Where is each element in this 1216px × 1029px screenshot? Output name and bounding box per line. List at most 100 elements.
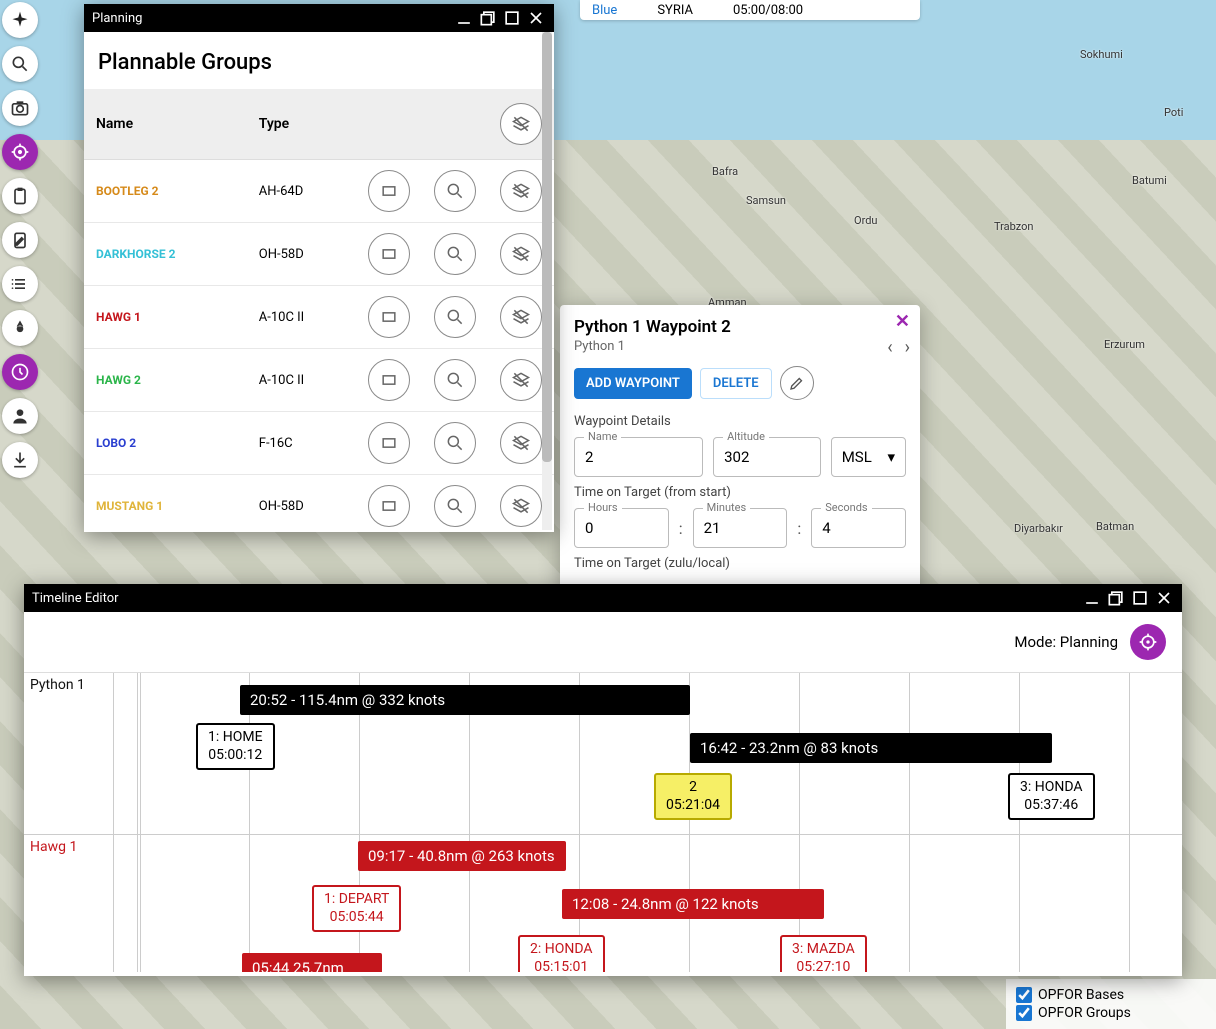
timeline-target-button[interactable] — [1130, 624, 1166, 660]
camera-icon[interactable] — [2, 90, 38, 126]
close-icon[interactable] — [1154, 588, 1174, 608]
delete-waypoint-button[interactable]: DELETE — [700, 368, 772, 399]
minimize-icon[interactable] — [454, 8, 474, 28]
minutes-field[interactable] — [693, 508, 788, 548]
frame-icon[interactable] — [368, 422, 410, 464]
minutes-label: Minutes — [703, 501, 751, 514]
checkbox[interactable] — [1016, 1005, 1032, 1021]
group-name[interactable]: HAWG 2 — [84, 349, 247, 412]
leg-bar[interactable]: 12:08 - 24.8nm @ 122 knots — [562, 889, 824, 919]
list-icon[interactable] — [2, 266, 38, 302]
layers-off-icon[interactable] — [500, 485, 542, 527]
group-type: A-10C II — [247, 349, 356, 412]
ordnance-icon[interactable] — [2, 310, 38, 346]
waypoint-node-label: 3: HONDA — [1020, 779, 1083, 797]
leg-bar[interactable]: 09:17 - 40.8nm @ 263 knots — [358, 841, 566, 871]
frame-icon[interactable] — [368, 485, 410, 527]
scrollbar-thumb[interactable] — [542, 32, 552, 462]
close-icon[interactable] — [526, 8, 546, 28]
aircraft-icon[interactable] — [2, 2, 38, 38]
prev-waypoint-icon[interactable]: ‹ — [887, 337, 892, 358]
zoom-icon[interactable] — [434, 485, 476, 527]
timeline-window-title: Timeline Editor — [32, 591, 119, 606]
zoom-icon[interactable] — [434, 233, 476, 275]
maximize-icon[interactable] — [502, 8, 522, 28]
search-icon[interactable] — [2, 46, 38, 82]
group-type: F-16C — [247, 412, 356, 475]
layer-label: OPFOR Groups — [1038, 1005, 1131, 1021]
column-name: Name — [84, 89, 247, 160]
clock-icon[interactable] — [2, 354, 38, 390]
timeline-titlebar[interactable]: Timeline Editor — [24, 584, 1182, 612]
layers-off-icon[interactable] — [500, 422, 542, 464]
hours-field[interactable] — [574, 508, 669, 548]
group-type: A-10C II — [247, 286, 356, 349]
group-type: OH-58D — [247, 223, 356, 286]
waypoint-node-time: 05:27:10 — [792, 959, 855, 973]
maximize-icon[interactable] — [1130, 588, 1150, 608]
theater-label: SYRIA — [657, 3, 693, 18]
track-label: Hawg 1 — [30, 839, 77, 855]
waypoint-panel: ✕ ‹ › Python 1 Waypoint 2 Python 1 ADD W… — [560, 305, 920, 593]
zoom-icon[interactable] — [434, 422, 476, 464]
leg-bar[interactable]: 20:52 - 115.4nm @ 332 knots — [240, 685, 690, 715]
layers-off-icon[interactable] — [500, 359, 542, 401]
waypoint-node[interactable]: 205:21:04 — [654, 773, 732, 820]
layer-toggle[interactable]: OPFOR Bases — [1016, 987, 1206, 1003]
layers-off-icon[interactable] — [500, 170, 542, 212]
altitude-ref-value: MSL — [842, 448, 872, 466]
minimize-icon[interactable] — [1082, 588, 1102, 608]
restore-icon[interactable] — [478, 8, 498, 28]
waypoint-node-label: 2: HONDA — [530, 941, 593, 959]
group-name[interactable]: DARKHORSE 2 — [84, 223, 247, 286]
seconds-field[interactable] — [811, 508, 906, 548]
next-waypoint-icon[interactable]: › — [905, 337, 910, 358]
frame-icon[interactable] — [368, 233, 410, 275]
group-name[interactable]: BOOTLEG 2 — [84, 160, 247, 223]
frame-icon[interactable] — [368, 359, 410, 401]
edit-waypoint-icon[interactable] — [780, 366, 814, 400]
frame-icon[interactable] — [368, 296, 410, 338]
checkbox[interactable] — [1016, 987, 1032, 1003]
layers-off-icon[interactable] — [500, 233, 542, 275]
target-icon[interactable] — [2, 134, 38, 170]
layers-off-icon[interactable] — [500, 296, 542, 338]
waypoint-node[interactable]: 1: HOME05:00:12 — [196, 723, 275, 770]
group-name[interactable]: MUSTANG 1 — [84, 475, 247, 533]
zoom-icon[interactable] — [434, 359, 476, 401]
edit-icon[interactable] — [2, 222, 38, 258]
map-city-label: Bafra — [712, 165, 738, 178]
waypoint-node[interactable]: 3: MAZDA05:27:10 — [780, 935, 867, 972]
plannable-groups-table: Name Type BOOTLEG 2 AH-64D DARKHORSE 2 O… — [84, 89, 554, 532]
zoom-icon[interactable] — [434, 170, 476, 212]
column-type: Type — [247, 89, 356, 160]
planning-titlebar[interactable]: Planning — [84, 4, 554, 32]
altitude-field[interactable] — [713, 437, 821, 477]
waypoint-node-label: 3: MAZDA — [792, 941, 855, 959]
close-icon[interactable]: ✕ — [895, 311, 910, 332]
name-field[interactable] — [574, 437, 703, 477]
leg-bar[interactable]: 16:42 - 23.2nm @ 83 knots — [690, 733, 1052, 763]
restore-icon[interactable] — [1106, 588, 1126, 608]
add-waypoint-button[interactable]: ADD WAYPOINT — [574, 368, 692, 399]
altitude-ref-select[interactable]: MSL ▾ — [831, 437, 906, 477]
waypoint-node[interactable]: 3: HONDA05:37:46 — [1008, 773, 1095, 820]
frame-icon[interactable] — [368, 170, 410, 212]
mission-time-label: 05:00/08:00 — [733, 3, 803, 18]
group-name[interactable]: HAWG 1 — [84, 286, 247, 349]
map-city-label: Diyarbakır — [1014, 522, 1063, 535]
group-name[interactable]: LOBO 2 — [84, 412, 247, 475]
waypoint-node[interactable]: 1: DEPART05:05:44 — [312, 885, 401, 932]
timeline-grid[interactable]: Python 1 20:52 - 115.4nm @ 332 knots16:42… — [24, 672, 1182, 972]
track-label: Python 1 — [30, 677, 85, 693]
clipboard-icon[interactable] — [2, 178, 38, 214]
timeline-track: Hawg 1 09:17 - 40.8nm @ 263 knots 12:08 - … — [24, 835, 1182, 972]
waypoint-node-label: 1: HOME — [208, 729, 263, 747]
waypoint-node[interactable]: 2: HONDA05:15:01 — [518, 935, 605, 972]
layer-toggle[interactable]: OPFOR Groups — [1016, 1005, 1206, 1021]
person-icon[interactable] — [2, 398, 38, 434]
download-icon[interactable] — [2, 442, 38, 478]
layers-off-header-icon[interactable] — [500, 103, 542, 145]
leg-bar[interactable]: 05:44 25.7nm — [242, 953, 382, 972]
zoom-icon[interactable] — [434, 296, 476, 338]
